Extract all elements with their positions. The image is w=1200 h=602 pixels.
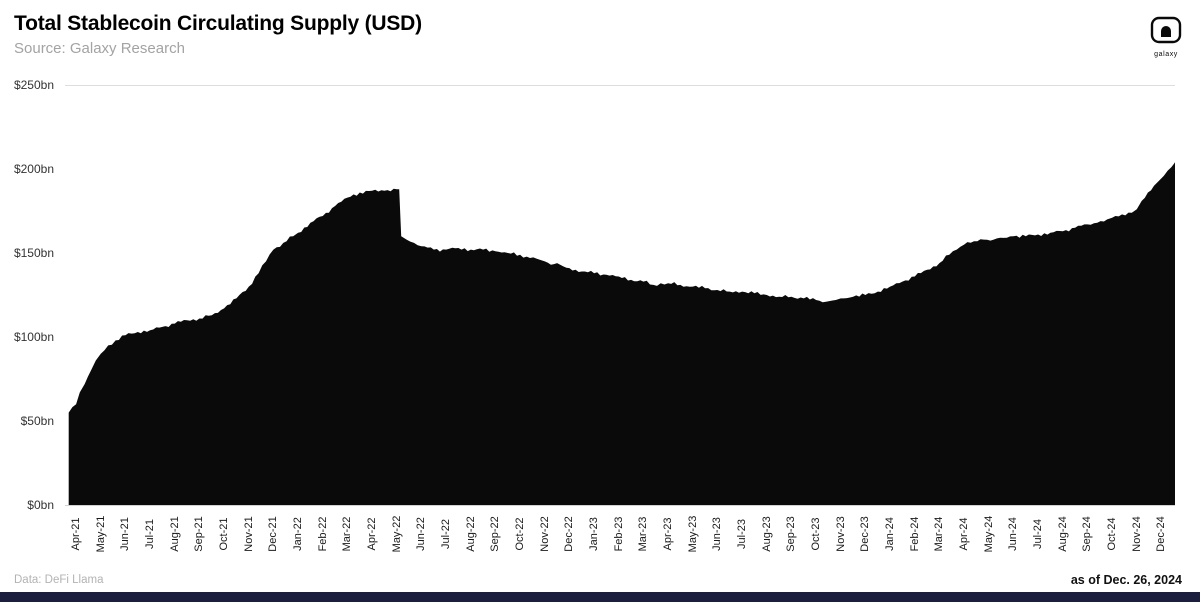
x-tick-label: May-24 [982, 515, 995, 553]
x-tick-label: Dec-23 [859, 516, 872, 552]
x-tick-label: Mar-22 [341, 516, 354, 552]
y-axis: $0bn $50bn $100bn $150bn $200bn $250bn [0, 78, 58, 521]
x-tick-label: Sep-23 [785, 516, 798, 552]
x-tick-label: Jul-22 [440, 519, 453, 549]
y-tick-label: $50bn [20, 414, 54, 428]
x-tick-label: Aug-22 [464, 516, 477, 552]
x-tick-label: Apr-24 [958, 517, 971, 551]
chart-subtitle: Source: Galaxy Research [14, 40, 185, 57]
x-tick-label: Oct-23 [810, 517, 823, 551]
x-tick-label: Aug-21 [168, 516, 181, 552]
x-tick-label: Aug-24 [1056, 516, 1069, 552]
x-tick-label: Feb-23 [612, 516, 625, 552]
x-tick-label: Jul-21 [144, 519, 157, 549]
galaxy-logo: galaxy [1146, 16, 1186, 58]
x-tick-label: Oct-21 [218, 517, 231, 551]
x-tick-label: Apr-21 [70, 517, 83, 551]
x-tick-label: Sep-21 [193, 516, 206, 552]
y-tick-label: $200bn [13, 162, 54, 176]
x-tick-label: Nov-21 [242, 516, 255, 552]
x-tick-label: Dec-24 [1155, 516, 1168, 552]
x-tick-label: Feb-24 [908, 516, 921, 552]
x-tick-label: Jan-22 [292, 517, 305, 551]
x-tick-label: Mar-24 [933, 516, 946, 552]
x-tick-label: Dec-22 [563, 516, 576, 552]
chart-title: Total Stablecoin Circulating Supply (USD… [14, 12, 422, 35]
x-tick-label: Nov-22 [538, 516, 551, 552]
x-tick-label: Jul-23 [736, 519, 749, 549]
x-tick-label: Apr-23 [662, 517, 675, 551]
x-tick-label: Jun-22 [415, 517, 428, 551]
x-tick-label: Jun-24 [1007, 517, 1020, 551]
x-tick-label: Jan-23 [588, 517, 601, 551]
y-tick-label: $150bn [13, 246, 54, 260]
x-tick-label: Jul-24 [1032, 519, 1045, 549]
galaxy-logo-text: galaxy [1154, 51, 1178, 58]
x-tick-label: Nov-24 [1130, 516, 1143, 552]
stablecoin-supply-area [68, 162, 1175, 505]
x-tick-label: Jun-23 [711, 517, 724, 551]
gridline-top [65, 85, 1175, 86]
x-tick-label: May-23 [686, 515, 699, 553]
x-tick-label: Oct-22 [514, 517, 527, 551]
x-tick-label: May-21 [94, 515, 107, 553]
x-axis: Apr-21 May-21 Jun-21 Jul-21 Aug-21 Sep-21 Oct-… [65, 508, 1175, 568]
x-tick-label: Feb-22 [316, 516, 329, 552]
area-series-svg [68, 162, 1175, 505]
x-tick-label: Sep-24 [1081, 516, 1094, 552]
galaxy-logo-icon [1150, 16, 1182, 44]
x-tick-label: May-22 [390, 515, 403, 553]
data-attribution: Data: DeFi Llama [14, 574, 104, 586]
x-tick-label: Aug-23 [760, 516, 773, 552]
plot-area [65, 85, 1175, 505]
x-tick-label: Sep-22 [489, 516, 502, 552]
y-tick-label: $100bn [13, 330, 54, 344]
x-tick-label: Dec-21 [267, 516, 280, 552]
x-tick-label: Jan-24 [884, 517, 897, 551]
x-tick-label: Nov-23 [834, 516, 847, 552]
x-tick-label: Mar-23 [637, 516, 650, 552]
x-tick-label: Apr-22 [366, 517, 379, 551]
y-tick-label: $250bn [13, 78, 54, 92]
y-tick-label: $0bn [27, 498, 54, 512]
gridline-bottom [65, 505, 1175, 506]
x-tick-label: Jun-21 [119, 517, 132, 551]
as-of-date: as of Dec. 26, 2024 [1070, 573, 1182, 587]
x-tick-label: Oct-24 [1106, 517, 1119, 551]
chart-header: Total Stablecoin Circulating Supply (USD… [14, 12, 422, 57]
bottom-accent-bar [0, 592, 1200, 602]
